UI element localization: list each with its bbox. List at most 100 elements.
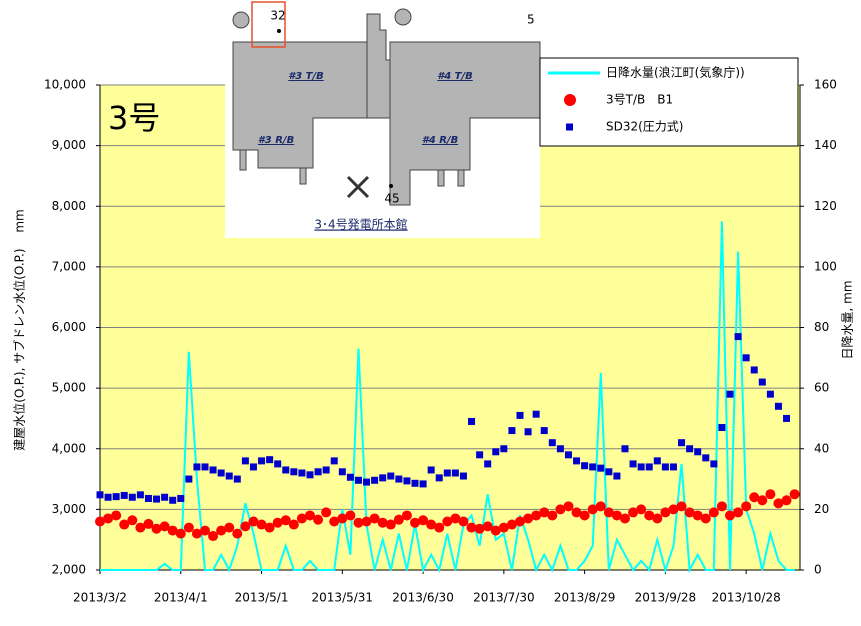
point bbox=[613, 472, 621, 480]
point bbox=[661, 463, 669, 471]
x-tick-label: 2013/7/30 bbox=[473, 591, 535, 605]
point bbox=[135, 522, 146, 533]
point bbox=[571, 507, 582, 518]
point bbox=[694, 448, 702, 456]
legend-swatch bbox=[564, 94, 576, 106]
x-tick-label: 2013/3/2 bbox=[73, 591, 127, 605]
point bbox=[363, 478, 371, 486]
y2-axis-title: 日降水量, mm bbox=[841, 280, 855, 359]
foot bbox=[437, 169, 445, 187]
point bbox=[500, 445, 508, 453]
point bbox=[629, 460, 637, 468]
point bbox=[547, 510, 558, 521]
point bbox=[361, 516, 372, 527]
point bbox=[702, 454, 710, 462]
point bbox=[660, 507, 671, 518]
y-tick-label: 3,000 bbox=[52, 502, 86, 516]
point bbox=[119, 519, 130, 530]
point bbox=[476, 451, 484, 459]
point bbox=[498, 522, 509, 533]
point bbox=[506, 519, 517, 530]
point bbox=[305, 510, 315, 521]
crane bbox=[346, 175, 370, 199]
point bbox=[151, 523, 162, 534]
tank bbox=[232, 11, 250, 29]
point bbox=[718, 424, 726, 432]
point bbox=[686, 445, 694, 453]
point bbox=[564, 451, 572, 459]
point bbox=[191, 528, 202, 539]
point bbox=[645, 463, 653, 471]
point bbox=[531, 510, 542, 521]
point bbox=[127, 515, 138, 526]
point bbox=[103, 513, 114, 524]
point bbox=[482, 521, 493, 532]
point bbox=[410, 517, 420, 528]
y2-tick-label: 140 bbox=[814, 138, 837, 152]
point bbox=[314, 468, 322, 476]
point bbox=[474, 523, 485, 534]
point bbox=[224, 522, 235, 533]
point bbox=[385, 519, 396, 530]
point bbox=[143, 518, 154, 529]
point bbox=[240, 521, 251, 532]
point bbox=[443, 469, 451, 477]
point bbox=[789, 489, 800, 500]
point bbox=[700, 513, 711, 524]
point bbox=[419, 480, 427, 488]
point bbox=[540, 427, 548, 435]
y-tick-label: 9,000 bbox=[52, 138, 86, 152]
point bbox=[653, 457, 661, 465]
point bbox=[112, 493, 120, 501]
point bbox=[758, 378, 766, 386]
point bbox=[523, 513, 534, 524]
point bbox=[313, 514, 324, 525]
point bbox=[175, 528, 186, 539]
highlight bbox=[251, 1, 286, 48]
point bbox=[330, 457, 338, 465]
point bbox=[434, 522, 445, 533]
point bbox=[241, 457, 249, 465]
point bbox=[644, 510, 655, 521]
point bbox=[539, 507, 550, 518]
x-tick-label: 2013/8/29 bbox=[554, 591, 616, 605]
point bbox=[337, 513, 348, 524]
inset-caption: 3･4号発電所本館 bbox=[314, 217, 407, 232]
point bbox=[354, 476, 362, 484]
point bbox=[605, 468, 613, 476]
y-axis-title: 建屋水位(O.P.), サブドレン水位(O.P.) mm bbox=[12, 209, 27, 450]
point bbox=[484, 460, 492, 468]
x-tick-label: 2013/6/30 bbox=[392, 591, 454, 605]
point bbox=[450, 513, 461, 524]
y2-tick-label: 0 bbox=[814, 563, 822, 577]
point bbox=[555, 504, 566, 515]
point bbox=[111, 510, 122, 521]
point bbox=[716, 501, 727, 512]
point bbox=[209, 466, 217, 474]
annotation: 3号 bbox=[108, 99, 160, 137]
point bbox=[249, 463, 257, 471]
point bbox=[468, 417, 476, 425]
point bbox=[442, 516, 453, 527]
point bbox=[258, 457, 266, 465]
point bbox=[144, 494, 152, 502]
point bbox=[516, 411, 524, 419]
point bbox=[167, 525, 178, 536]
point bbox=[563, 501, 574, 512]
point bbox=[401, 510, 412, 521]
y2-tick-label: 160 bbox=[814, 78, 837, 92]
y-tick-label: 8,000 bbox=[52, 199, 86, 213]
point bbox=[345, 510, 356, 521]
point bbox=[296, 513, 307, 524]
y-tick-label: 4,000 bbox=[52, 441, 86, 455]
point bbox=[668, 504, 679, 515]
point bbox=[379, 474, 387, 482]
point bbox=[208, 531, 219, 542]
point bbox=[678, 439, 686, 447]
building bbox=[366, 13, 391, 119]
point bbox=[217, 469, 225, 477]
point bbox=[371, 476, 379, 484]
point bbox=[120, 491, 128, 499]
